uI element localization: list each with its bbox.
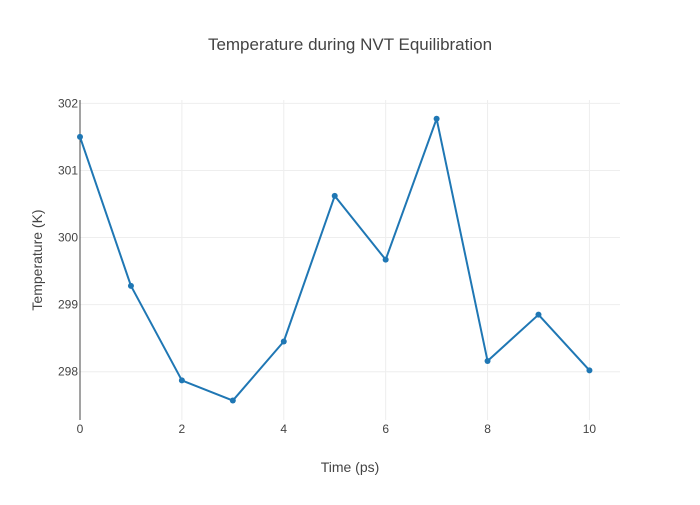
y-tick-label: 302 [58, 96, 78, 110]
data-point [127, 282, 134, 289]
data-point [331, 192, 338, 199]
x-tick-label: 4 [280, 422, 287, 436]
data-point [178, 377, 185, 384]
data-point [433, 115, 440, 122]
series-layer [77, 115, 593, 404]
plot-background [80, 100, 620, 420]
x-axis-title: Time (ps) [321, 459, 380, 475]
x-tick-label: 8 [484, 422, 491, 436]
data-point [280, 338, 287, 345]
y-tick-label: 301 [58, 163, 78, 177]
x-tick-label: 6 [382, 422, 389, 436]
chart-title: Temperature during NVT Equilibration [208, 35, 492, 54]
y-tick-label: 298 [58, 365, 78, 379]
data-point [586, 367, 593, 374]
x-tick-label: 2 [179, 422, 186, 436]
x-tick-label: 10 [583, 422, 597, 436]
data-point [77, 133, 83, 140]
y-tick-label: 300 [58, 231, 78, 245]
x-tick-label: 0 [77, 422, 84, 436]
data-point [229, 397, 236, 404]
data-point [535, 311, 542, 318]
data-point [484, 357, 491, 364]
y-axis-title: Temperature (K) [29, 209, 45, 310]
data-point [382, 256, 389, 263]
tick-label-layer: 0 2 4 6 8 10 298 299 300 301 302 [58, 96, 596, 436]
y-tick-label: 299 [58, 298, 78, 312]
